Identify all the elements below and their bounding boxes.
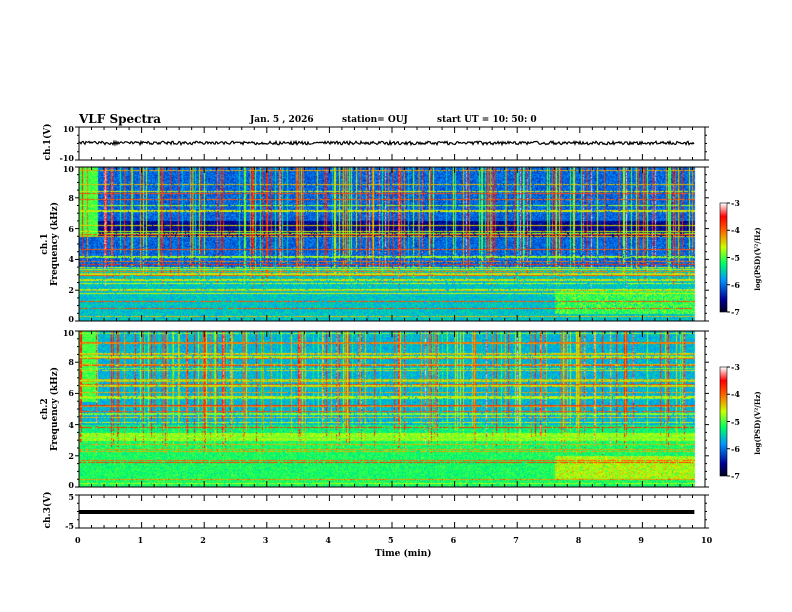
ch2-spectrogram xyxy=(79,331,705,487)
x-tick-label: 7 xyxy=(513,535,519,545)
ch2-colorbar xyxy=(720,367,727,476)
x-tick-label: 10 xyxy=(701,535,713,545)
colorbar-tick-label: -6 xyxy=(731,279,740,290)
ch2-ylabel-line1: ch.2 xyxy=(40,398,50,420)
ch1-ylabel: ch.1(V) xyxy=(43,123,53,161)
y-tick-label: 2 xyxy=(68,285,74,296)
y-tick-label: 4 xyxy=(68,419,74,430)
ch2-ylabel-line2: Frequency (kHz) xyxy=(50,367,60,452)
x-tick-label: 5 xyxy=(388,535,394,545)
x-tick-label: 2 xyxy=(200,535,206,545)
figure-title: VLF Spectra xyxy=(79,112,162,126)
date-label: Jan. 5 , 2026 xyxy=(250,115,314,125)
x-tick-label: 4 xyxy=(325,535,331,545)
y-tick-label: 0 xyxy=(68,314,74,324)
colorbar-frame xyxy=(719,202,728,313)
panel-frame-1 xyxy=(78,166,706,322)
colorbar-frame xyxy=(719,366,728,477)
ch1-ylabel-line1: ch.1 xyxy=(40,233,50,255)
colorbar-tick-label: -7 xyxy=(731,471,740,481)
colorbar-tick-label: -4 xyxy=(731,389,740,400)
y-tick-label: 10 xyxy=(62,124,74,134)
colorbar-tick-label: -3 xyxy=(731,198,740,208)
ch1-freq-ylabel: ch.1 Frequency (kHz) xyxy=(40,199,60,289)
x-tick-label: 8 xyxy=(575,535,582,545)
x-tick-label: 3 xyxy=(262,535,269,545)
y-tick-label: 10 xyxy=(62,328,74,338)
colorbar-tick-label: -5 xyxy=(731,252,740,263)
y-tick-label: 5 xyxy=(68,492,74,502)
ch1-spectrogram xyxy=(79,167,705,321)
y-tick-label: 0 xyxy=(68,480,74,490)
ch3-ylabel: ch.3(V) xyxy=(43,491,53,529)
x-tick-label: 1 xyxy=(137,535,144,545)
y-tick-label: -5 xyxy=(65,521,74,531)
y-tick-label: 4 xyxy=(68,254,74,265)
y-tick-label: 2 xyxy=(68,450,74,461)
start-time-label: start UT = 10: 50: 0 xyxy=(437,115,537,125)
ch1-colorbar-label: log(PSD)(V²/Hz) xyxy=(753,227,762,291)
ch1-waveform-line xyxy=(78,139,695,147)
x-tick-label: 9 xyxy=(638,535,644,545)
x-axis-label: Time (min) xyxy=(375,549,432,559)
ch2-colorbar-label: log(PSD)(V²/Hz) xyxy=(753,391,762,455)
x-tick-label: 0 xyxy=(75,535,81,545)
colorbar-tick-label: -4 xyxy=(731,225,740,236)
panel-frame-2 xyxy=(78,330,706,488)
colorbar-tick-label: -5 xyxy=(731,416,740,427)
y-tick-label: 6 xyxy=(68,388,74,399)
y-tick-label: 8 xyxy=(68,192,74,203)
station-label: station= OUJ xyxy=(342,115,408,125)
ch3-waveform-line xyxy=(79,510,695,514)
ch1-colorbar xyxy=(720,203,727,312)
y-tick-label: -10 xyxy=(59,153,74,163)
colorbar-tick-label: -6 xyxy=(731,443,740,454)
colorbar-tick-label: -7 xyxy=(731,307,740,317)
colorbar-tick-label: -3 xyxy=(731,362,740,372)
x-tick-label: 6 xyxy=(450,535,457,545)
y-tick-label: 10 xyxy=(62,164,74,174)
y-tick-label: 8 xyxy=(68,357,74,368)
ch2-freq-ylabel: ch.2 Frequency (kHz) xyxy=(40,364,60,454)
ch1-ylabel-line2: Frequency (kHz) xyxy=(50,202,60,287)
y-tick-label: 6 xyxy=(68,223,74,234)
